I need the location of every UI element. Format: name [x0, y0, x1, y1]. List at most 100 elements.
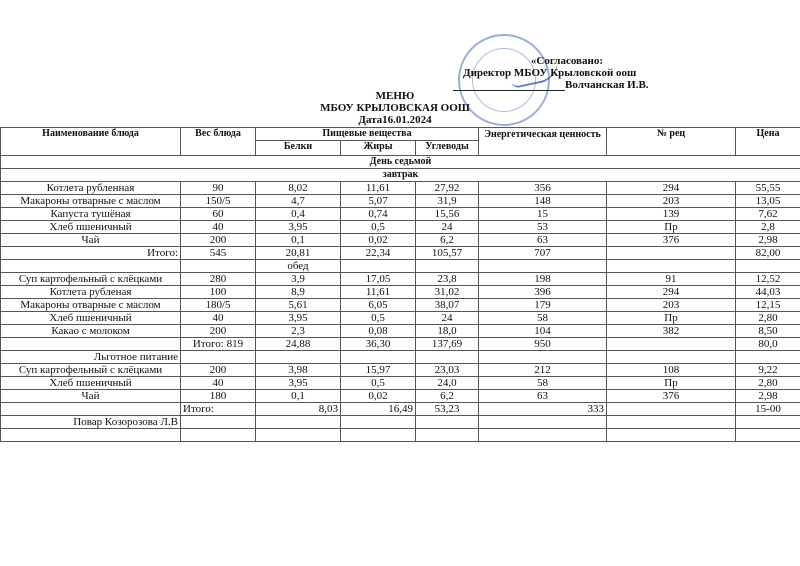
cell-recipe-no: 203 [606, 298, 736, 312]
cell-fats [340, 350, 416, 364]
cell-fats: 0,08 [340, 324, 416, 338]
cell-dish-name: Котлета рубленная [0, 181, 181, 195]
cell-energy: 63 [478, 389, 607, 403]
table-row: Повар Козорозова Л.В [0, 415, 800, 429]
cell-weight: 280 [180, 272, 256, 286]
cell-proteins: 2,3 [255, 324, 341, 338]
cell-recipe-no [606, 337, 736, 351]
cell-carbs: 23,03 [415, 363, 479, 377]
cell-fats: 16,49 [340, 402, 416, 416]
cell-proteins: обед [255, 259, 341, 273]
cell-weight [180, 428, 256, 442]
cell-recipe-no: Пр [606, 376, 736, 390]
cell-recipe-no [606, 402, 736, 416]
cell-dish-name: Чай [0, 389, 181, 403]
cell-proteins: 0,1 [255, 233, 341, 247]
cell-weight [180, 350, 256, 364]
cell-proteins: 3,95 [255, 311, 341, 325]
cell-carbs: 31,9 [415, 194, 479, 208]
cell-carbs: 27,92 [415, 181, 479, 195]
header-energy: Энергетическая ценность [478, 127, 607, 156]
cell-price: 2,80 [735, 376, 800, 390]
cell-weight: 180 [180, 389, 256, 403]
cell-weight: 60 [180, 207, 256, 221]
cell-fats: 5,07 [340, 194, 416, 208]
cell-carbs: 23,8 [415, 272, 479, 286]
cell-energy: 950 [478, 337, 607, 351]
cell-fats: 0,02 [340, 233, 416, 247]
header-proteins: Белки [255, 140, 341, 156]
cell-proteins: 3,95 [255, 376, 341, 390]
cell-recipe-no: 294 [606, 285, 736, 299]
menu-table: Наименование блюда Вес блюда Пищевые вещ… [0, 127, 800, 442]
signature-line [453, 90, 565, 91]
approval-line2: Директор МБОУ Крыловской оош [463, 67, 637, 79]
header-name: Наименование блюда [0, 127, 181, 156]
cell-dish-name: Хлеб пшеничный [0, 220, 181, 234]
cell-carbs [415, 428, 479, 442]
cell-energy: 148 [478, 194, 607, 208]
cell-carbs [415, 415, 479, 429]
cell-recipe-no [606, 350, 736, 364]
cell-weight: 200 [180, 324, 256, 338]
table-row: Хлеб пшеничный 40 3,95 0,5 24 58 Пр 2,80 [0, 311, 800, 325]
table-row: Чай 180 0,1 0,02 6,2 63 376 2,98 [0, 389, 800, 403]
cell-fats: 0,5 [340, 311, 416, 325]
cell-recipe-no [606, 415, 736, 429]
title-date: Дата16.01.2024 [358, 114, 432, 126]
cell-dish-name: Суп картофельный с клёцками [0, 272, 181, 286]
table-row: Макароны отварные с маслом 180/5 5,61 6,05 3… [0, 298, 800, 312]
cell-price: 9,22 [735, 363, 800, 377]
header-carbs: Углеводы [415, 140, 479, 156]
table-row: Какао с молоком 200 2,3 0,08 18,0 104 382 8,50 [0, 324, 800, 338]
section-label: завтрак [0, 168, 800, 182]
table-row: Котлета рубленная 90 8,02 11,61 27,92 356 294 5… [0, 181, 800, 195]
seal-stamp [458, 34, 550, 126]
cell-proteins: 0,4 [255, 207, 341, 221]
cell-proteins [255, 350, 341, 364]
cell-price [735, 428, 800, 442]
cell-fats: 0,74 [340, 207, 416, 221]
cell-energy: 104 [478, 324, 607, 338]
approval-line3: Волчанская И.В. [565, 79, 649, 91]
section-row: завтрак [0, 168, 800, 182]
cell-carbs: 105,57 [415, 246, 479, 260]
cell-fats: 0,5 [340, 376, 416, 390]
cell-price: 44,03 [735, 285, 800, 299]
cell-fats: 36,30 [340, 337, 416, 351]
cell-energy: 707 [478, 246, 607, 260]
cell-recipe-no: 203 [606, 194, 736, 208]
cell-price: 2,98 [735, 389, 800, 403]
cell-price: 15-00 [735, 402, 800, 416]
cell-carbs: 53,23 [415, 402, 479, 416]
cell-carbs: 24 [415, 311, 479, 325]
cell-weight: Итого: [180, 402, 256, 416]
cell-price [735, 415, 800, 429]
cell-weight: 200 [180, 233, 256, 247]
cell-dish-name: Суп картофельный с клёцками [0, 363, 181, 377]
cell-dish-name: Повар Козорозова Л.В [0, 415, 181, 429]
approval-block: «Согласовано: Директор МБОУ Крыловской о… [455, 55, 665, 91]
total-row: Итого: 8,03 16,49 53,23 333 15-00 [0, 402, 800, 416]
cell-weight: 40 [180, 220, 256, 234]
cell-proteins: 3,98 [255, 363, 341, 377]
cell-price: 82,00 [735, 246, 800, 260]
document-title: МЕНЮ МБОУ КРЫЛОВСКАЯ ООШ Дата16.01.2024 [300, 90, 490, 126]
cell-proteins: 8,02 [255, 181, 341, 195]
cell-carbs: 31,02 [415, 285, 479, 299]
cell-energy: 58 [478, 376, 607, 390]
table-row: Хлеб пшеничный 40 3,95 0,5 24,0 58 Пр 2,80 [0, 376, 800, 390]
table-row: Макароны отварные с маслом 150/5 4,7 5,07 31… [0, 194, 800, 208]
cell-proteins [255, 415, 341, 429]
cell-carbs: 15,56 [415, 207, 479, 221]
table-row: Итого: 819 24,88 36,30 137,69 950 80,0 [0, 337, 800, 351]
cell-fats: 0,5 [340, 220, 416, 234]
cell-fats: 6,05 [340, 298, 416, 312]
cell-dish-name [0, 428, 181, 442]
day-label: День седьмой [0, 155, 800, 169]
cell-dish-name [0, 402, 181, 416]
table-row [0, 428, 800, 442]
cell-energy [478, 350, 607, 364]
cell-energy: 356 [478, 181, 607, 195]
cell-carbs: 38,07 [415, 298, 479, 312]
